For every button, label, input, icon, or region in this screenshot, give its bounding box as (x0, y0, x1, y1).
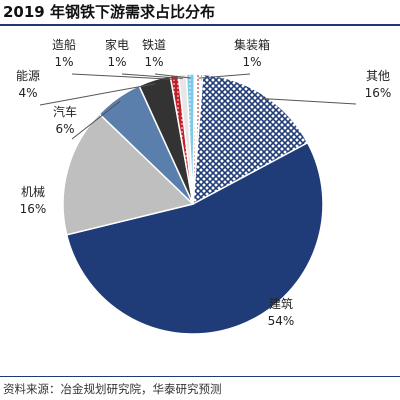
slice-label-name-railway: 铁道 (142, 38, 166, 52)
leader-line-other (261, 97, 357, 105)
slice-label-value-other: 16% (365, 86, 392, 100)
leader-line-shipbuilding (71, 73, 175, 80)
slice-label-value-auto: 6% (55, 122, 74, 136)
slice-label-value-railway: 1% (144, 55, 163, 69)
slice-label-name-shipbuilding: 造船 (52, 38, 76, 52)
slice-label-name-other: 其他 (366, 69, 390, 83)
leader-line-auto (71, 100, 121, 140)
title-underline (0, 24, 400, 26)
chart-title: 2019 年钢铁下游需求占比分布 (3, 3, 215, 21)
leader-line-container (198, 73, 251, 79)
slice-label-name-construction: 建筑 (269, 296, 293, 311)
slice-label-value-appliance: 1% (107, 55, 126, 69)
source-note: 资料来源：冶金规划研究院，华泰研究预测 (3, 382, 222, 396)
leader-line-appliance (121, 73, 183, 79)
leader-line-railway (154, 73, 191, 79)
slice-label-name-container: 集装箱 (234, 37, 270, 52)
slice-label-value-energy: 4% (18, 86, 37, 100)
slice-label-name-energy: 能源 (16, 69, 40, 83)
pie-slice-container (192, 73, 204, 205)
slice-label-value-construction: 54% (268, 314, 295, 328)
slice-label-name-auto: 汽车 (53, 104, 77, 119)
slice-label-name-appliance: 家电 (105, 37, 129, 52)
pie-labels: 其他 16% 建筑 54% 机械 16% 汽车 6% 能源 4% 造船 1% 家电 1% 铁道 1% 集装箱 1% (16, 37, 391, 328)
slice-label-value-machinery: 16% (20, 202, 47, 216)
pie-chart: 其他 16% 建筑 54% 机械 16% 汽车 6% 能源 4% 造船 1% 家电 1% 铁道 1% 集装箱 1% (16, 37, 391, 335)
slice-label-value-shipbuilding: 1% (54, 55, 73, 69)
pie-slice-machinery (62, 112, 195, 236)
slice-label-value-container: 1% (242, 55, 261, 69)
pie-leader-lines (39, 73, 357, 140)
pie-slice-other (192, 73, 309, 206)
source-divider (0, 376, 400, 377)
pie-slices (62, 73, 324, 335)
pie-slice-construction (65, 141, 324, 335)
leader-line-energy (39, 83, 156, 106)
slice-label-name-machinery: 机械 (21, 184, 45, 199)
chart-title-bar: 2019 年钢铁下游需求占比分布 (0, 0, 400, 26)
